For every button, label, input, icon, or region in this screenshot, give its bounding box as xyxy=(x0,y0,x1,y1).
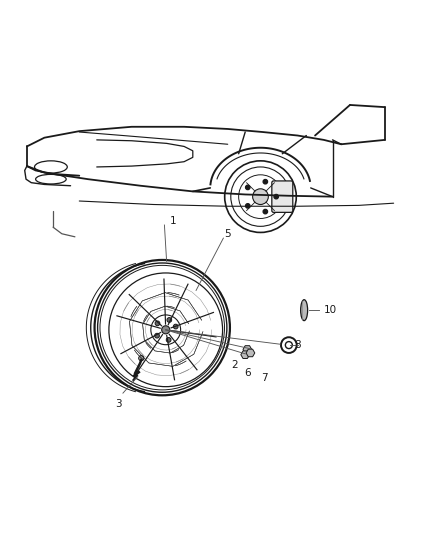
Text: 7: 7 xyxy=(261,373,268,383)
FancyBboxPatch shape xyxy=(272,181,293,212)
Circle shape xyxy=(162,326,170,334)
Text: 8: 8 xyxy=(294,340,301,350)
Text: 10: 10 xyxy=(324,305,337,315)
Text: 3: 3 xyxy=(115,399,122,409)
Text: 2: 2 xyxy=(231,360,237,370)
Circle shape xyxy=(155,333,159,338)
Ellipse shape xyxy=(300,300,307,321)
Circle shape xyxy=(253,189,268,205)
Circle shape xyxy=(155,321,160,326)
Circle shape xyxy=(246,204,250,208)
Text: 6: 6 xyxy=(244,368,251,378)
Circle shape xyxy=(167,318,172,322)
Circle shape xyxy=(263,209,268,214)
Circle shape xyxy=(263,180,268,184)
Text: 1: 1 xyxy=(170,216,177,225)
Circle shape xyxy=(246,185,250,190)
Circle shape xyxy=(173,324,178,329)
Text: 5: 5 xyxy=(224,229,231,239)
Circle shape xyxy=(166,337,171,342)
Circle shape xyxy=(274,195,279,199)
Circle shape xyxy=(139,356,144,361)
